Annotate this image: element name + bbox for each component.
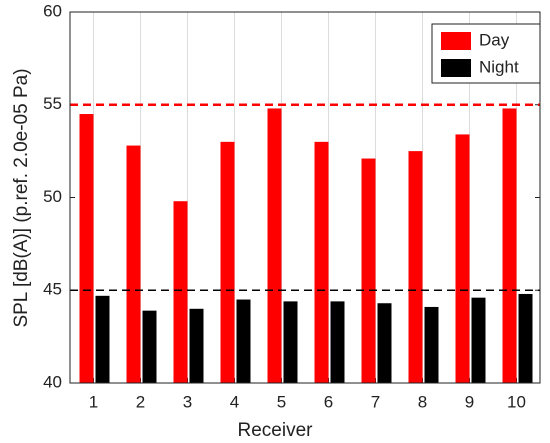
bar [377,303,392,383]
x-tick-label: 9 [465,392,474,411]
y-tick-label: 60 [43,1,62,20]
y-tick-label: 45 [43,280,62,299]
bar [126,145,141,383]
bar [173,201,188,383]
x-tick-label: 10 [507,392,526,411]
bar [518,293,533,383]
bar [361,158,376,383]
x-tick-label: 5 [277,392,286,411]
x-tick-label: 7 [371,392,380,411]
y-tick-label: 40 [43,372,62,391]
legend-swatch [441,32,471,50]
bar [455,134,470,383]
bar [267,108,282,384]
x-tick-label: 4 [230,392,239,411]
y-tick-label: 50 [43,187,62,206]
bar [236,299,251,383]
bar [471,297,486,383]
x-tick-label: 2 [136,392,145,411]
y-axis-label: SPL [dB(A)] (p.ref. 2.0e-05 Pa) [11,68,32,327]
bar [283,301,298,383]
bar [189,308,204,383]
x-tick-label: 3 [183,392,192,411]
bar [424,306,439,383]
bar [79,114,94,384]
x-tick-label: 8 [418,392,427,411]
bar [314,141,329,383]
legend-label: Night [479,57,519,76]
x-axis-label: Receiver [238,420,314,441]
x-tick-label: 6 [324,392,333,411]
bar [502,108,517,384]
legend-swatch [441,59,471,77]
bar [220,141,235,383]
bar [142,310,157,383]
legend-label: Day [479,30,510,49]
bar [330,301,345,383]
y-tick-label: 55 [43,94,62,113]
plot-frame [69,11,541,384]
bar [95,295,110,383]
bar [408,151,423,383]
x-tick-label: 1 [89,392,98,411]
